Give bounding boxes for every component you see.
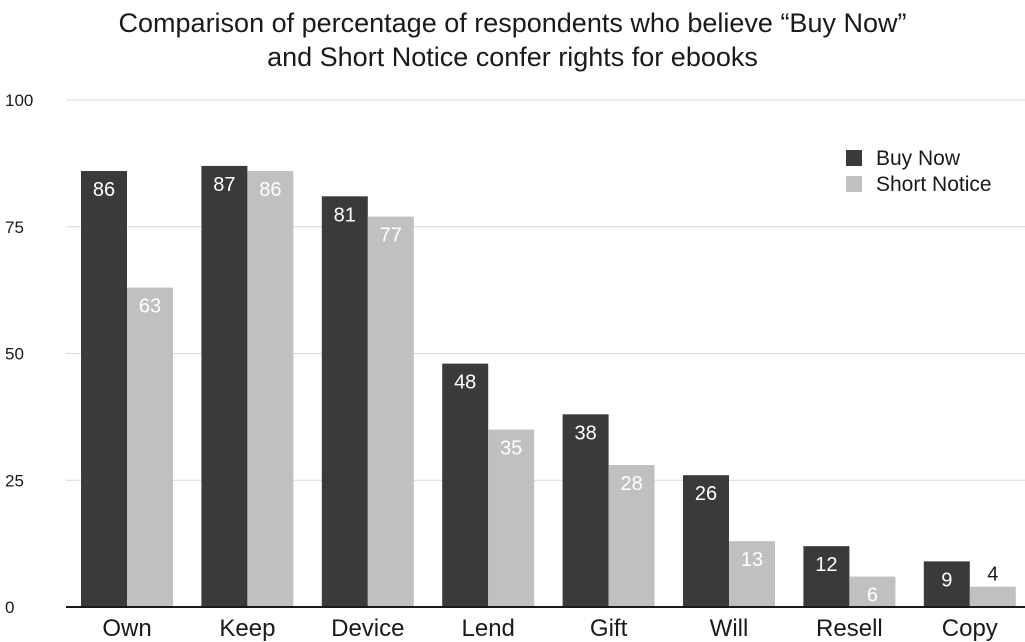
data-label: 4: [987, 564, 998, 586]
legend-label: Buy Now: [876, 147, 961, 170]
legend-label: Short Notice: [876, 173, 992, 196]
data-label: 48: [454, 372, 476, 394]
bar-buy-now-lend: [442, 363, 489, 607]
data-label: 86: [93, 179, 115, 201]
bar-buy-now-own: [81, 170, 127, 608]
chart-title-line-2: and Short Notice confer rights for ebook…: [267, 42, 758, 72]
bar-short-notice-will: [729, 541, 775, 607]
y-axis-ticks: 0 25 50 75 100: [5, 91, 33, 617]
legend-swatch: [846, 176, 862, 192]
bar-short-notice-device: [367, 216, 414, 608]
x-axis-ticks: Own Keep Device Lend Gift Will Resell Copy: [102, 615, 997, 642]
bar-short-notice-gift: [608, 465, 655, 607]
chart-title-line-1: Comparison of percentage of respondents …: [118, 8, 907, 38]
x-tick-label: Gift: [590, 615, 628, 642]
bar-short-notice-resell: [849, 576, 896, 607]
data-label: 35: [500, 438, 522, 460]
bar-buy-now-gift: [562, 414, 609, 607]
bar-short-notice-lend: [488, 429, 535, 607]
data-label: 12: [815, 554, 837, 576]
x-tick-label: Keep: [219, 615, 275, 642]
data-label: 38: [574, 422, 596, 444]
bars: [81, 165, 1016, 608]
chart-title: Comparison of percentage of respondents …: [0, 6, 1025, 74]
data-label: 9: [941, 569, 952, 591]
data-label: 6: [867, 585, 878, 607]
bar-short-notice-copy: [969, 586, 1016, 607]
data-label: 87: [213, 174, 235, 196]
legend-swatch: [846, 150, 862, 166]
y-tick-label: 75: [5, 218, 24, 237]
bar-buy-now-keep: [201, 165, 248, 607]
y-tick-label: 100: [5, 91, 33, 110]
x-tick-label: Own: [102, 615, 151, 642]
data-label: 13: [741, 549, 763, 571]
y-tick-label: 0: [5, 598, 14, 617]
bar-short-notice-keep: [247, 170, 294, 608]
y-tick-label: 50: [5, 345, 24, 364]
data-label: 28: [620, 473, 642, 495]
data-label: 81: [334, 204, 356, 226]
legend: Buy Now Short Notice: [846, 147, 992, 196]
x-tick-label: Resell: [816, 615, 883, 642]
x-tick-label: Copy: [942, 615, 998, 642]
data-label: 77: [380, 225, 402, 247]
bar-buy-now-will: [683, 475, 729, 607]
y-tick-label: 25: [5, 471, 24, 490]
data-label: 26: [695, 483, 717, 505]
x-tick-label: Device: [331, 615, 404, 642]
bar-buy-now-device: [321, 196, 368, 607]
x-tick-label: Will: [710, 615, 749, 642]
bar-buy-now-resell: [803, 546, 850, 607]
data-labels: 86 63 87 86 81 77 48 35 38 28 26 13 12 6 9 4: [93, 174, 998, 607]
data-label: 86: [259, 179, 281, 201]
bar-buy-now-copy: [923, 561, 970, 607]
bar-short-notice-own: [127, 287, 173, 607]
x-tick-label: Lend: [462, 615, 515, 642]
data-label: 63: [139, 296, 161, 318]
